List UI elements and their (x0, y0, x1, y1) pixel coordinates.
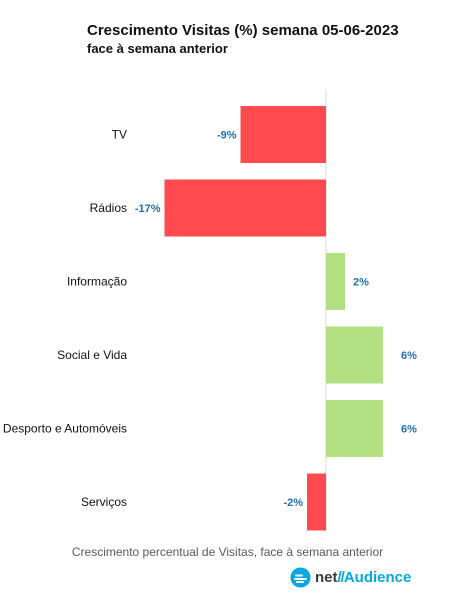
bar (326, 253, 345, 310)
bar-chart: TV -9% Rádios -17% Informação 2% Social e Vida… (3, 90, 417, 531)
logo-net-text: net (315, 569, 338, 586)
netaudience-logo: net // Audience (290, 567, 411, 588)
value-label: 6% (401, 424, 417, 436)
value-label: -2% (283, 497, 303, 509)
bar (240, 106, 326, 163)
netaudience-logo-icon (290, 567, 311, 588)
bar (164, 179, 326, 237)
bar (326, 400, 383, 457)
value-label: 6% (401, 350, 417, 362)
bar (307, 473, 326, 531)
logo-audience-text: Audience (343, 569, 412, 586)
category-label: Rádios (90, 201, 127, 215)
bar (326, 326, 383, 384)
chart-subtitle: face à semana anterior (87, 41, 228, 56)
category-label: TV (112, 128, 127, 142)
value-label: 2% (353, 277, 369, 289)
value-label: -9% (217, 130, 237, 142)
category-label: Informação (67, 275, 127, 289)
category-label: Desporto e Automóveis (3, 422, 127, 436)
chart-caption: Crescimento percentual de Visitas, face … (71, 545, 384, 559)
logo-separator: // (337, 569, 345, 586)
chart-title: Crescimento Visitas (%) semana 05-06-202… (87, 22, 399, 39)
category-label: Social e Vida (57, 348, 127, 362)
category-label: Serviços (81, 495, 127, 509)
value-label: -17% (135, 203, 161, 215)
